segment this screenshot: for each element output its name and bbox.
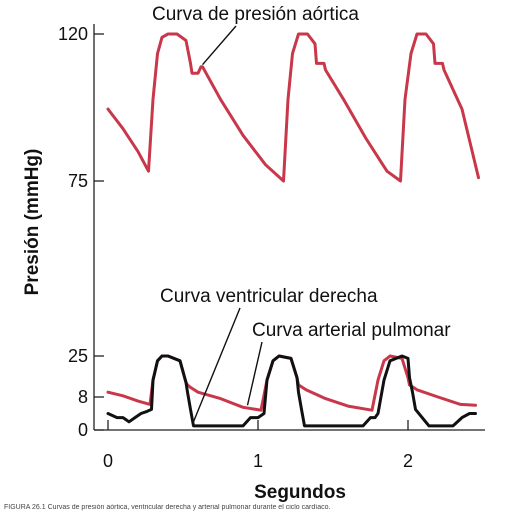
y-tick-label: 8 (78, 387, 88, 407)
x-axis-title: Segundos (254, 482, 346, 503)
series-layer (106, 32, 480, 428)
annotation-aortic: Curva de presión aórtica (152, 4, 359, 25)
leader-aortic (201, 25, 237, 66)
figure-caption: FIGURA 26.1 Curvas de presión aórtica, v… (4, 504, 331, 511)
right-ventricle-line (106, 354, 477, 428)
leader-right-ventricle (192, 307, 241, 423)
x-tick-label: 2 (403, 451, 413, 471)
leader-pulmonary (246, 341, 263, 406)
x-tick-label: 1 (253, 451, 263, 471)
y-tick-label: 0 (78, 420, 88, 440)
x-tick-label: 0 (103, 451, 113, 471)
axes: 0 8 25 75 120 0 1 2 (58, 24, 485, 471)
y-tick-label: 25 (68, 346, 88, 366)
y-tick-label: 120 (58, 24, 88, 44)
annotations: Curva de presión aórtica Curva ventricula… (152, 4, 451, 423)
y-axis-title: Presión (mmHg) (22, 149, 43, 296)
aortic-pressure-line (106, 32, 480, 183)
y-tick-label: 75 (68, 171, 88, 191)
annotation-right-ventricle: Curva ventricular derecha (160, 286, 378, 307)
annotation-pulmonary: Curva arterial pulmonar (252, 320, 451, 341)
